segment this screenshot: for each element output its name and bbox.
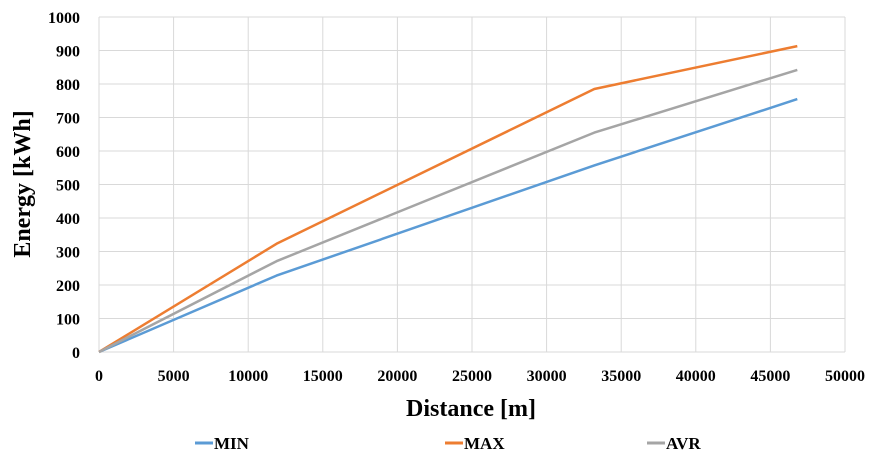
- y-tick-label: 400: [56, 211, 80, 228]
- legend-label-max: MAX: [464, 434, 505, 453]
- y-tick-label: 500: [56, 178, 80, 195]
- y-tick-label: 200: [56, 278, 80, 295]
- x-tick-label: 50000: [825, 368, 865, 385]
- x-tick-label: 35000: [601, 368, 641, 385]
- y-tick-label: 100: [56, 312, 80, 329]
- x-tick-label: 30000: [527, 368, 567, 385]
- y-tick-label: 1000: [48, 10, 80, 27]
- y-tick-label: 700: [56, 111, 80, 128]
- y-tick-label: 600: [56, 144, 80, 161]
- x-axis-ticks: 0 5000 10000 15000 20000 25000 30000 35000 40000…: [95, 368, 865, 385]
- grid-lines: [98, 16, 846, 353]
- x-tick-label: 20000: [377, 368, 417, 385]
- x-tick-label: 15000: [303, 368, 343, 385]
- y-tick-label: 900: [56, 44, 80, 61]
- series-line-min: [98, 97, 798, 354]
- y-tick-label: 300: [56, 245, 80, 262]
- series-line-max: [98, 44, 798, 354]
- y-axis-ticks: 0 100 200 300 400 500 600 700 800 900 1000: [48, 10, 80, 362]
- y-tick-label: 0: [72, 345, 80, 362]
- legend-label-min: MIN: [214, 434, 250, 453]
- series-lines: [98, 44, 798, 354]
- legend: MIN MAX AVR: [195, 434, 701, 453]
- x-tick-label: 10000: [228, 368, 268, 385]
- series-line-avr: [98, 68, 798, 354]
- x-axis-title: Distance [m]: [406, 396, 536, 422]
- y-axis-title: Energy [kWh]: [10, 110, 36, 257]
- x-tick-label: 40000: [676, 368, 716, 385]
- x-tick-label: 45000: [750, 368, 790, 385]
- y-tick-label: 800: [56, 77, 80, 94]
- x-tick-label: 0: [95, 368, 103, 385]
- x-tick-label: 25000: [452, 368, 492, 385]
- legend-label-avr: AVR: [666, 434, 701, 453]
- x-tick-label: 5000: [158, 368, 190, 385]
